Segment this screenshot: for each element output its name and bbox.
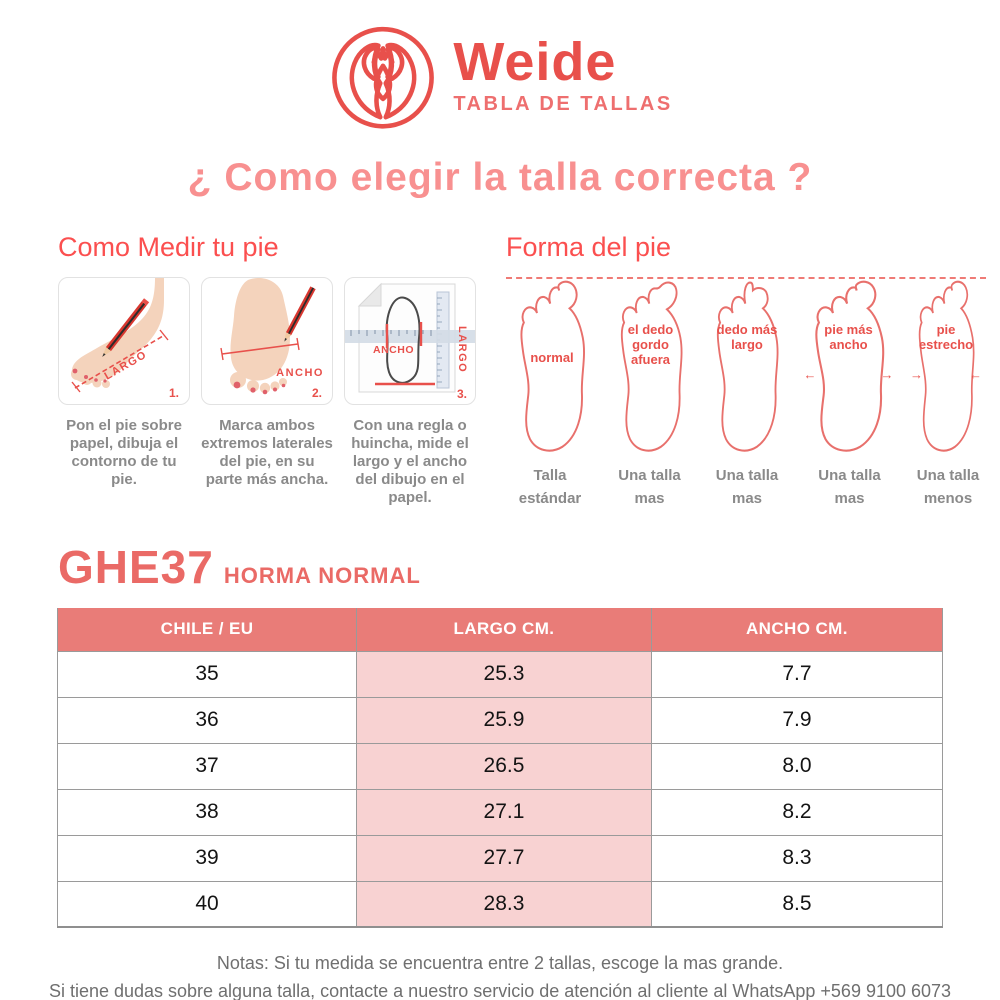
foot-normal: normal xyxy=(508,279,596,459)
shape-heading: Forma del pie xyxy=(506,232,672,262)
size-cell: 39 xyxy=(56,834,358,882)
foot-big-toe-out: el dedo gordo afuera xyxy=(609,279,693,459)
foot-outline-icon xyxy=(620,281,682,452)
ancho-label: ANCHO xyxy=(373,344,414,356)
size-row: 38 27.1 8.2 xyxy=(56,788,944,836)
size-row: 39 27.7 8.3 xyxy=(56,834,944,882)
size-cell: 27.1 xyxy=(356,788,652,836)
size-cell: 26.5 xyxy=(356,742,652,790)
ancho-measure-line xyxy=(221,343,299,355)
foot-outline-icon xyxy=(918,280,975,452)
measure-captions: Pon el pie sobre papel, dibuja el contor… xyxy=(58,417,476,507)
foot-narrow: pie estrecho → ← xyxy=(908,279,984,459)
foot-caption-2: Una talla mas xyxy=(618,467,681,507)
foot-caption-4: Una talla mas xyxy=(818,467,881,507)
size-cell: 38 xyxy=(56,788,358,836)
page-title: ¿ Como elegir la talla correcta ? xyxy=(187,156,813,199)
size-row: 37 26.5 8.0 xyxy=(56,742,944,790)
foot-label: dedo más largo xyxy=(716,322,778,352)
step-caption-3: Con una regla o huincha, mide el largo y… xyxy=(351,417,469,506)
paper-fold xyxy=(357,282,382,307)
note-line-2: Si tiene dudas sobre alguna talla, conta… xyxy=(48,980,952,1000)
foot-label: pie más ancho xyxy=(824,322,873,352)
size-cell: 7.9 xyxy=(650,696,944,744)
footer-notes: Notas: Si tu medida se encuentra entre 2… xyxy=(0,950,1000,1000)
largo-measure-line xyxy=(74,335,164,389)
foot-caption-5: Una talla menos xyxy=(916,467,980,507)
largo-label: LARGO xyxy=(456,326,468,373)
foot-captions: Talla estándar Una talla mas Una talla m… xyxy=(506,465,986,510)
pencil-icon xyxy=(102,298,150,357)
brand-name: Weide xyxy=(453,31,617,92)
size-cell: 35 xyxy=(56,650,358,698)
measure-heading: Como Medir tu pie xyxy=(58,232,279,262)
step-number: 3. xyxy=(457,387,467,401)
outward-arrow-right-icon: → xyxy=(880,367,894,382)
content-row: Como Medir tu pie xyxy=(0,232,1000,510)
brand-header: Weide TABLA DE TALLAS xyxy=(0,0,1000,130)
note-line-1: Notas: Si tu medida se encuentra entre 2… xyxy=(216,953,784,973)
measure-step-3-photo: ANCHO LARGO 3. xyxy=(344,277,476,405)
size-cell: 27.7 xyxy=(356,834,652,882)
size-cell: 25.9 xyxy=(356,696,652,744)
size-cell: 28.3 xyxy=(356,880,652,928)
step-caption-1: Pon el pie sobre papel, dibuja el contor… xyxy=(66,417,182,488)
outward-arrow-left-icon: ← xyxy=(803,367,817,382)
column-header-chile-eu: CHILE / EU xyxy=(56,608,358,652)
size-cell: 25.3 xyxy=(356,650,652,698)
foot-outline-icon xyxy=(520,280,585,452)
measuring-tape xyxy=(345,330,475,343)
size-cell: 36 xyxy=(56,696,358,744)
measure-steps: LARGO 1. xyxy=(58,277,476,405)
foot-label: el dedo gordo afuera xyxy=(627,322,674,367)
model-fit-label: HORMA NORMAL xyxy=(223,563,421,588)
weide-swan-logo-icon xyxy=(332,26,435,129)
foot-outline-icon xyxy=(814,280,884,452)
step-caption-2: Marca ambos extremos laterales del pie, … xyxy=(201,417,333,488)
inward-arrow-right-icon: ← xyxy=(969,367,982,382)
foot-photo-shape xyxy=(71,278,164,383)
step-number: 2. xyxy=(312,386,322,400)
step-number: 1. xyxy=(169,386,179,400)
foot-caption-3: Una talla mas xyxy=(715,467,779,507)
measure-section: Como Medir tu pie xyxy=(58,232,476,510)
foot-label: pie estrecho xyxy=(918,322,974,352)
size-cell: 8.5 xyxy=(650,880,944,928)
model-heading: GHE37 HORMA NORMAL xyxy=(0,540,1000,594)
brand-text: Weide TABLA DE TALLAS xyxy=(453,35,672,116)
size-cell: 8.3 xyxy=(650,834,944,882)
foot-shape-section: Forma del pie normal el dedo gordo afuer… xyxy=(506,232,986,510)
column-header-largo: LARGO CM. xyxy=(356,608,652,652)
size-row: 40 28.3 8.5 xyxy=(56,880,944,928)
measure-step-1-photo: LARGO 1. xyxy=(58,277,190,405)
size-cell: 40 xyxy=(56,880,358,928)
foot-photo-shape xyxy=(230,278,290,381)
toe-alignment-line: normal el dedo gordo afuera dedo más lar… xyxy=(506,277,986,459)
size-cell: 37 xyxy=(56,742,358,790)
measure-step-2-photo: ANCHO 2. xyxy=(201,277,333,405)
inward-arrow-left-icon: → xyxy=(910,367,923,382)
header-row: CHILE / EU LARGO CM. ANCHO CM. xyxy=(56,608,944,652)
size-cell: 8.2 xyxy=(650,788,944,836)
column-header-ancho: ANCHO CM. xyxy=(650,608,944,652)
model-code: GHE37 xyxy=(58,541,214,593)
size-cell: 8.0 xyxy=(650,742,944,790)
foot-label: normal xyxy=(530,350,574,365)
size-row: 35 25.3 7.7 xyxy=(56,650,944,698)
ancho-label: ANCHO xyxy=(276,367,324,379)
foot-outline-icon xyxy=(716,281,779,452)
foot-caption-1: Talla estándar xyxy=(518,467,582,507)
pencil-icon xyxy=(284,286,316,342)
brand-subtitle: TABLA DE TALLAS xyxy=(453,92,673,115)
size-cell: 7.7 xyxy=(650,650,944,698)
size-table: CHILE / EU LARGO CM. ANCHO CM. 35 25.3 7… xyxy=(56,608,944,928)
foot-wide: pie más ancho ← → xyxy=(802,279,896,459)
size-row: 36 25.9 7.9 xyxy=(56,696,944,744)
foot-long-second-toe: dedo más largo xyxy=(705,279,789,459)
